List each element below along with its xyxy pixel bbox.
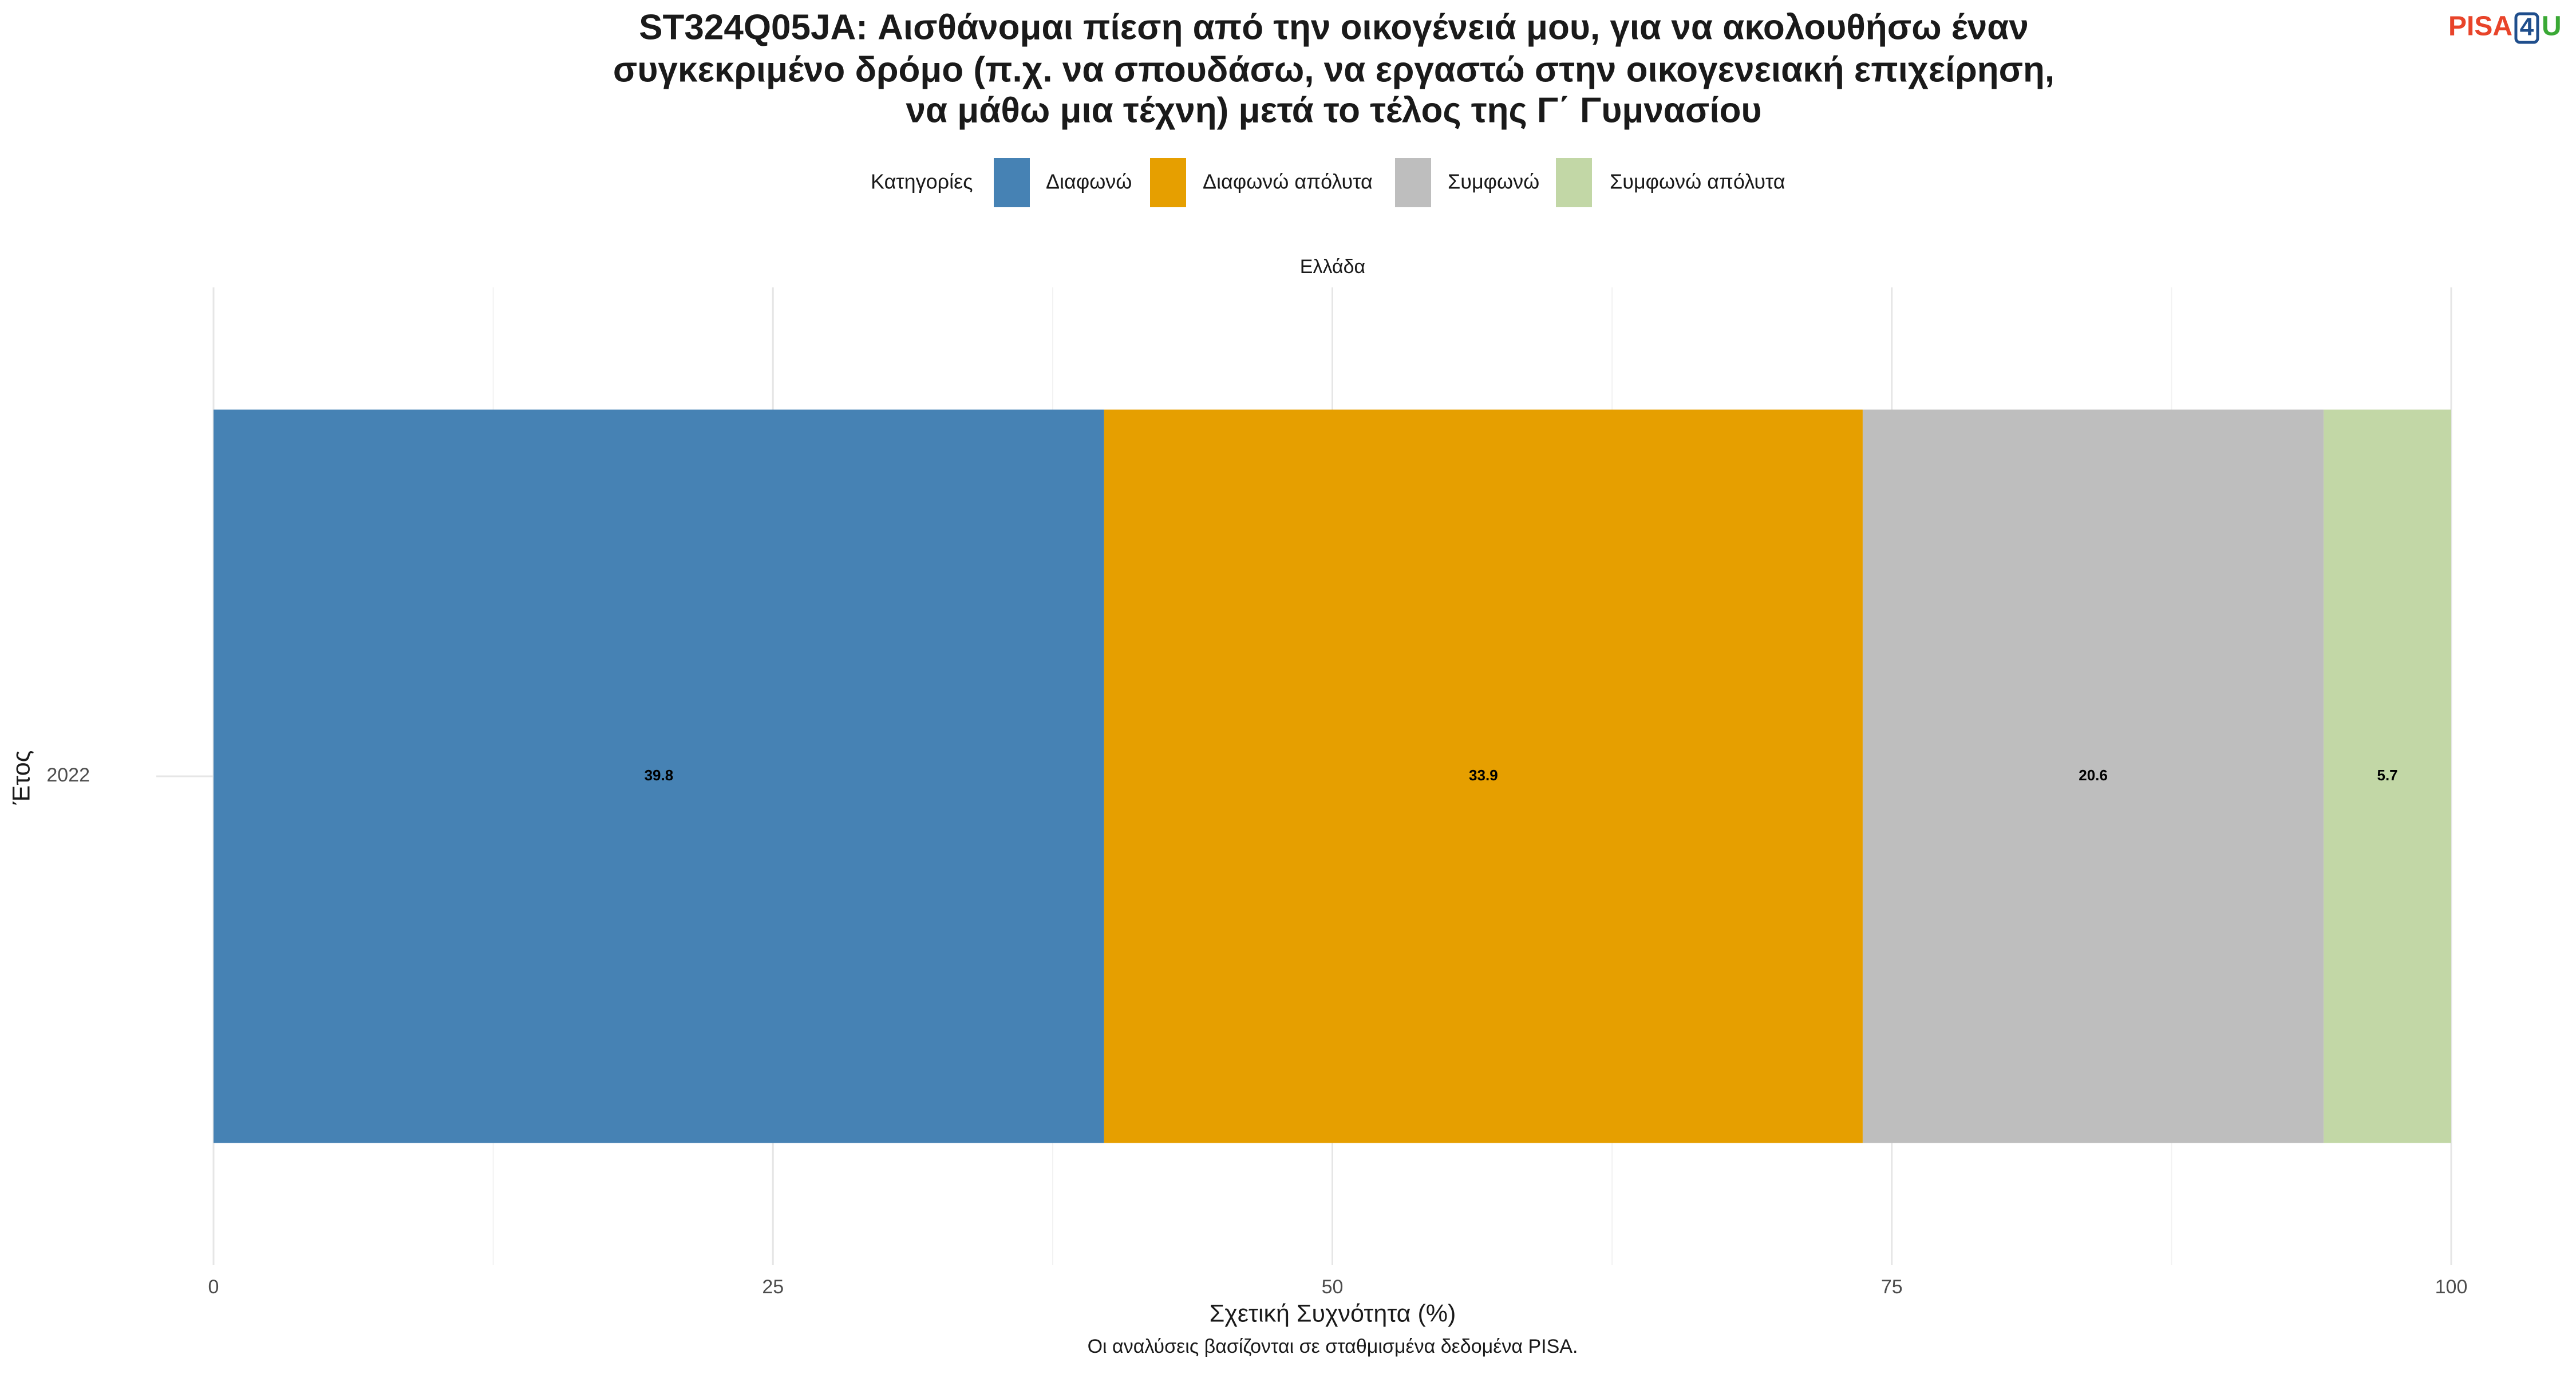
y-tick-label: 2022 — [46, 764, 90, 786]
legend-swatch — [994, 158, 1030, 207]
chart-title: συγκεκριμένο δρόμο (π.χ. να σπουδάσω, να… — [613, 50, 2055, 89]
chart-title: ST324Q05JA: Αισθάνομαι πίεση από την οικ… — [639, 7, 2029, 47]
x-tick-label: 0 — [208, 1276, 219, 1298]
x-tick-label: 25 — [762, 1276, 784, 1298]
logo-text: PISA — [2448, 11, 2512, 42]
legend-swatch — [1556, 158, 1592, 207]
legend-swatch — [1395, 158, 1431, 207]
data-label: 20.6 — [2079, 767, 2108, 784]
data-label: 39.8 — [645, 767, 674, 784]
bar-segment — [2324, 409, 2451, 1143]
legend-title: Κατηγορίες — [871, 170, 973, 194]
logo-text: 4 — [2520, 13, 2534, 41]
x-tick-label: 50 — [1322, 1276, 1344, 1298]
bar-segment — [214, 409, 1104, 1143]
legend-swatch — [1150, 158, 1186, 207]
logo-text: U — [2542, 11, 2562, 42]
legend-label: Διαφωνώ απόλυτα — [1203, 170, 1373, 194]
data-label: 5.7 — [2377, 767, 2398, 784]
x-axis-title: Σχετική Συχνότητα (%) — [1210, 1300, 1456, 1327]
caption: Οι αναλύσεις βασίζονται σε σταθμισμένα δ… — [1088, 1336, 1578, 1357]
data-label: 33.9 — [1469, 767, 1498, 784]
x-tick-label: 75 — [1881, 1276, 1903, 1298]
facet-label: Ελλάδα — [1300, 256, 1365, 278]
bar-segment — [1862, 409, 2324, 1143]
legend-label: Συμφωνώ — [1448, 170, 1539, 194]
logo-box — [2514, 12, 2539, 44]
x-tick-label: 100 — [2435, 1276, 2468, 1298]
chart-title: να μάθω μια τέχνη) μετά το τέλος της Γ΄ … — [906, 90, 1761, 130]
bar-segment — [1104, 409, 1863, 1143]
legend-label: Συμφωνώ απόλυτα — [1610, 170, 1785, 194]
legend-label: Διαφωνώ — [1046, 170, 1132, 194]
y-axis-title: Έτος — [7, 751, 35, 806]
